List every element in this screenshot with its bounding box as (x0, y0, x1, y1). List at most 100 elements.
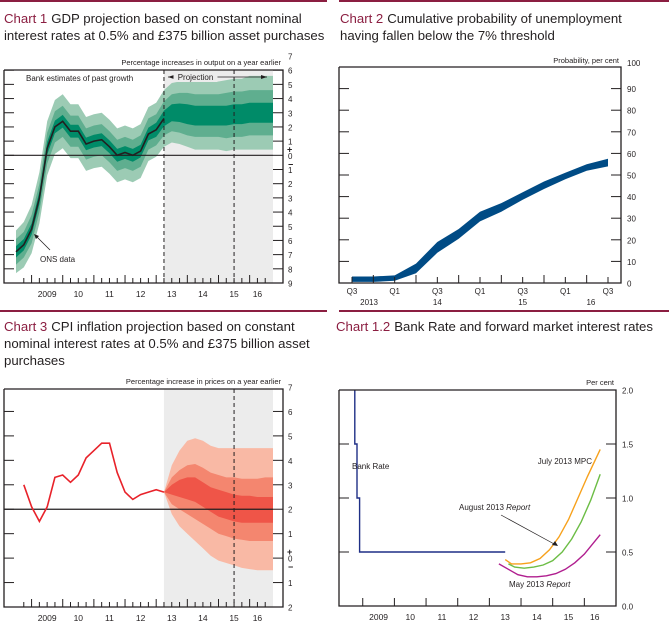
chart2-ytick-label: 10 (627, 258, 636, 267)
chart2-xtick-label: Q1 (560, 287, 571, 296)
chart3-ytick-label: 2 (288, 506, 293, 515)
chart4-ytick-label: 1.5 (622, 441, 634, 450)
chart4-ytick-label: 0.0 (622, 603, 634, 612)
chart1-xtick-label: 12 (136, 289, 146, 299)
chart4-xtick-label: 13 (500, 612, 510, 622)
chart4-xtick-label: 2009 (369, 612, 388, 622)
chart3-frame (3, 388, 284, 608)
chart2-ytick-label: 60 (627, 150, 636, 159)
chart4-august-label-main: August 2013 (459, 503, 506, 512)
chart1-ytick-label: 0 (288, 152, 293, 161)
chart2-year-label: 15 (518, 298, 527, 307)
chart4-xtick-label: 15 (564, 612, 574, 622)
chart1-ytick-label: 8 (288, 265, 293, 274)
chart1-ytick-label: 9 (288, 280, 293, 289)
chart1-plus-sign: + (287, 144, 292, 154)
chart4-july-label: July 2013 MPC (538, 457, 592, 466)
chart1-ytick-label: 3 (288, 194, 293, 203)
chart1-ons-line (15, 117, 165, 253)
chart2-ytick-label: 30 (627, 215, 636, 224)
chart4-may-label: May 2013 Report (509, 580, 571, 589)
chart3-ytick-label: 5 (288, 432, 293, 441)
chart1-arrowhead-left (167, 75, 174, 79)
chart4-plot: 0.0 0.5 1.0 1.5 2.0 2009 10 11 12 13 14 15 16 Per cen… (338, 378, 634, 622)
chart2-ytick-label: 70 (627, 128, 636, 137)
chart4-august-arrow (500, 514, 557, 546)
chart1-xtick-label: 14 (198, 289, 208, 299)
chart2-title-text: Cumulative probability of unemployment h… (340, 11, 622, 43)
chart3-ytick-label: 6 (288, 408, 293, 417)
chart3-xtick-label: 11 (105, 613, 114, 623)
chart2-frame (338, 66, 622, 284)
chart3-ylabel: Percentage increase in prices on a year … (126, 377, 282, 386)
chart1-title: Chart 1 GDP projection based on constant … (4, 10, 329, 44)
chart4-xtick-label: 11 (437, 612, 446, 622)
chart3-xtick-label: 14 (198, 613, 208, 623)
chart1-title-rule (0, 0, 327, 2)
chart1-ytick-label: 4 (288, 95, 293, 104)
chart4-number: Chart 1.2 (336, 319, 391, 334)
chart3-xtick-label: 2009 (38, 613, 57, 623)
chart3-cpi-line (23, 442, 165, 524)
chart4-xtick-label: 10 (405, 612, 415, 622)
chart4-ytick-label: 2.0 (622, 387, 634, 396)
chart3-xtick-label: 16 (253, 613, 263, 623)
chart2-ytick-label: 20 (627, 236, 636, 245)
chart2-xtick-label: Q3 (347, 287, 358, 296)
chart3-title-text: CPI inflation projection based on consta… (4, 319, 310, 368)
chart1-xtick-label: 16 (253, 289, 263, 299)
chart1-ytick-label: 4 (288, 209, 293, 218)
chart4-august-arrowhead (552, 541, 558, 546)
chart1-xtick-label: 11 (105, 289, 114, 299)
chart2-xtick-label: Q1 (475, 287, 486, 296)
chart1-arrowhead-right (261, 75, 267, 79)
chart2-ytick-label: 80 (627, 107, 636, 116)
chart1-ons-arrowhead (34, 234, 39, 239)
chart3-xtick-label: 15 (229, 613, 239, 623)
chart3-xtick-label: 10 (74, 613, 84, 623)
chart1-xtick-label: 10 (74, 289, 84, 299)
chart4-ytick-label: 0.5 (622, 549, 634, 558)
chart3-number: Chart 3 (4, 319, 48, 334)
chart4-title: Chart 1.2 Bank Rate and forward market in… (336, 318, 666, 335)
chart2-xtick-label: Q1 (389, 287, 400, 296)
chart4-may-label-main: May 2013 (509, 580, 546, 589)
chart3-plus-sign: + (287, 547, 292, 557)
chart3-xtick-label: 13 (167, 613, 177, 623)
chart1-number: Chart 1 (4, 11, 48, 26)
chart2-ytick-label: 0 (627, 280, 632, 289)
chart3-ytick-label: 3 (288, 481, 293, 490)
chart1-ytick-label: 6 (288, 67, 293, 76)
chart3-ytick-label: 2 (288, 604, 293, 613)
chart1-ytick-label: 6 (288, 237, 293, 246)
chart4-may-label-italic: Report (546, 580, 571, 589)
chart1-ytick-label: 7 (288, 53, 293, 62)
chart3-title-rule (0, 310, 327, 312)
chart2-ytick-label: 40 (627, 193, 636, 202)
chart4-title-text: Bank Rate and forward market interest ra… (394, 319, 653, 334)
chart4-title-rule (339, 310, 669, 312)
chart1-title-text: GDP projection based on constant nominal… (4, 11, 325, 43)
chart2-year-label: 14 (433, 298, 442, 307)
chart2-title-rule (339, 0, 669, 2)
chart1-ytick-label: 7 (288, 251, 293, 260)
chart4-xtick-label: 12 (469, 612, 479, 622)
chart1-past-growth-label: Bank estimates of past growth (26, 74, 133, 83)
chart4-may-report-line (498, 534, 601, 578)
chart2-ylabel: Probability, per cent (553, 56, 620, 65)
chart2-xtick-label: Q3 (603, 287, 614, 296)
chart2-ytick-label: 100 (627, 59, 641, 68)
chart4-bank-rate-label: Bank Rate (352, 462, 390, 471)
chart4-july-mpc-line (504, 449, 601, 565)
chart2-xtick-label: Q3 (517, 287, 528, 296)
chart2-probability-band (352, 158, 608, 282)
chart3-title: Chart 3 CPI inflation projection based on… (4, 318, 314, 369)
chart1-ylabel: Percentage increases in output on a year… (121, 58, 281, 67)
chart1-xtick-label: 15 (229, 289, 239, 299)
chart3-ytick-label: 4 (288, 457, 293, 466)
chart1-ytick-label: 1 (288, 166, 293, 175)
chart3-ytick-label: 0 (288, 555, 293, 564)
